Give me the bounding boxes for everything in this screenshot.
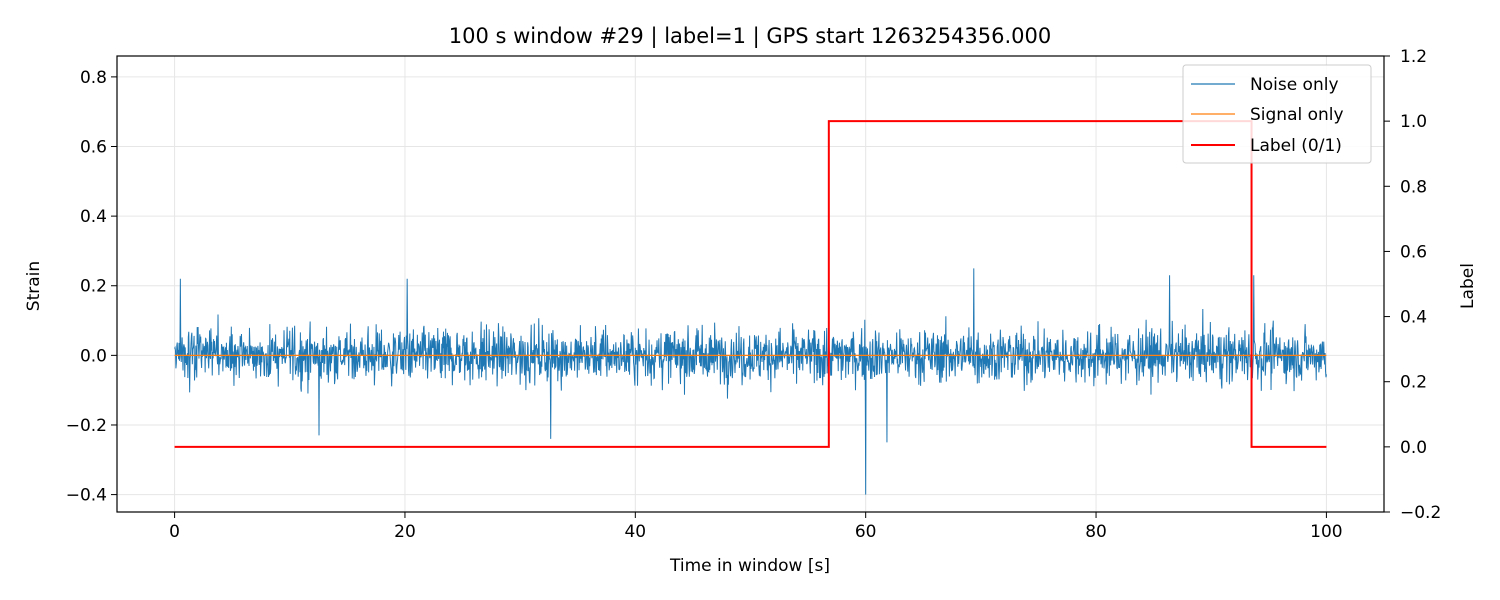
y-axis-title: Strain bbox=[24, 261, 44, 311]
x-tick-label: 20 bbox=[394, 522, 416, 542]
x-tick-label: 0 bbox=[169, 522, 180, 542]
chart-title: 100 s window #29 | label=1 | GPS start 1… bbox=[449, 24, 1052, 49]
plot-area bbox=[174, 120, 1327, 495]
series-line-label bbox=[174, 120, 1327, 448]
x-tick-label: 100 bbox=[1310, 522, 1342, 542]
y-tick-label: −0.4 bbox=[66, 486, 107, 506]
legend-label-label: Label (0/1) bbox=[1250, 136, 1342, 156]
y-tick-label: 0.8 bbox=[80, 68, 107, 88]
y2-tick-label: 1.0 bbox=[1400, 112, 1427, 132]
legend: Noise only Signal only Label (0/1) bbox=[1182, 64, 1372, 164]
legend-box bbox=[1182, 64, 1372, 164]
y-tick-label: 0.6 bbox=[80, 138, 107, 158]
y2-tick-label: 1.2 bbox=[1400, 47, 1427, 67]
y-axis-left: −0.4 −0.2 0.0 0.2 0.4 0.6 0.8 bbox=[66, 68, 117, 506]
y2-axis-title: Label bbox=[1458, 263, 1478, 309]
y-tick-label: 0.0 bbox=[80, 346, 107, 366]
x-axis-title: Time in window [s] bbox=[669, 556, 830, 576]
legend-label-noise: Noise only bbox=[1250, 75, 1339, 95]
x-tick-label: 40 bbox=[624, 522, 646, 542]
y2-tick-label: 0.4 bbox=[1400, 308, 1427, 328]
plot-frame bbox=[116, 55, 1385, 513]
legend-label-signal: Signal only bbox=[1250, 105, 1344, 125]
y2-tick-label: 0.2 bbox=[1400, 373, 1427, 393]
y2-tick-label: 0.8 bbox=[1400, 177, 1427, 197]
series-line-noise bbox=[174, 268, 1327, 495]
y-axis-right: −0.2 0.0 0.2 0.4 0.6 0.8 1.0 1.2 bbox=[1384, 47, 1441, 523]
x-tick-label: 60 bbox=[855, 522, 877, 542]
y2-tick-label: 0.6 bbox=[1400, 242, 1427, 262]
y-tick-label: 0.2 bbox=[80, 277, 107, 297]
y-tick-label: 0.4 bbox=[80, 207, 107, 227]
x-tick-label: 80 bbox=[1085, 522, 1107, 542]
y2-tick-label: −0.2 bbox=[1400, 503, 1441, 523]
y-tick-label: −0.2 bbox=[66, 416, 107, 436]
y2-tick-label: 0.0 bbox=[1400, 438, 1427, 458]
x-axis: 0 20 40 60 80 100 bbox=[169, 512, 1343, 542]
